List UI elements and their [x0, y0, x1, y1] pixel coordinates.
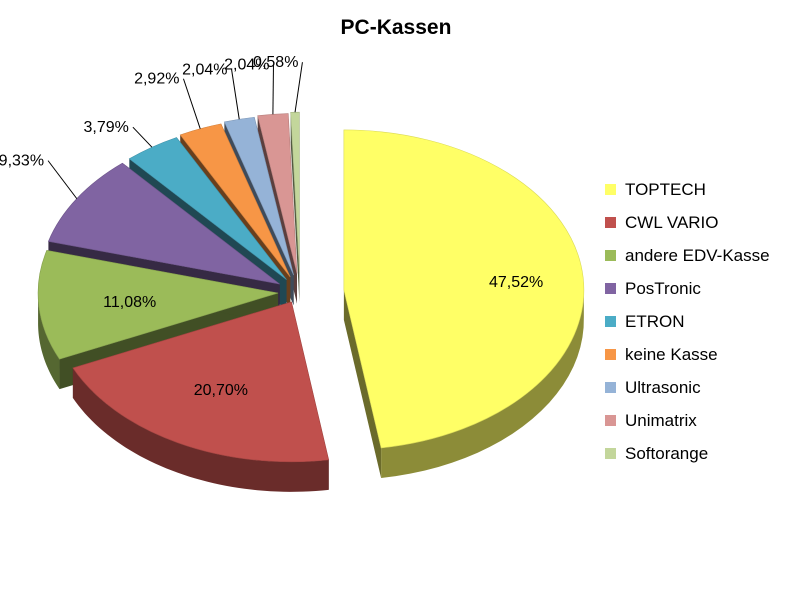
legend-label: TOPTECH [625, 180, 706, 199]
slice-side-wall [290, 112, 300, 303]
data-label: 2,92% [134, 71, 179, 88]
pie-slice [290, 111, 300, 303]
leader-line [132, 126, 153, 148]
chart-title: PC-Kassen [341, 16, 452, 39]
legend-item: ETRON [605, 312, 685, 331]
legend-label: keine Kasse [625, 345, 718, 364]
data-label: 2,04% [182, 61, 227, 78]
leader-line [231, 69, 240, 120]
legend-swatch [605, 250, 616, 261]
data-label: 11,08% [103, 294, 156, 311]
legend: TOPTECH CWL VARIO andere EDV-Kasse PosTroni… [605, 180, 770, 463]
data-label: 47,52% [489, 274, 543, 291]
legend-item: Softorange [605, 444, 708, 463]
legend-label: Unimatrix [625, 411, 697, 430]
legend-item: TOPTECH [605, 180, 706, 199]
leader-line [294, 62, 303, 113]
legend-item: Unimatrix [605, 411, 697, 430]
slice-top [72, 301, 330, 463]
legend-swatch [605, 316, 616, 327]
pie-slice [72, 301, 330, 492]
legend-label: Softorange [625, 444, 708, 463]
slice-top [223, 116, 294, 276]
legend-label: Ultrasonic [625, 378, 701, 397]
legend-item: keine Kasse [605, 345, 718, 364]
slice-top [47, 162, 280, 285]
legend-swatch [605, 415, 616, 426]
slice-top [179, 123, 291, 278]
data-label: 3,79% [84, 119, 129, 136]
leader-line [272, 64, 274, 115]
data-label: 0,58% [253, 54, 298, 71]
leader-line [182, 78, 201, 129]
legend-swatch [605, 382, 616, 393]
legend-label: CWL VARIO [625, 213, 719, 232]
slice-side-wall [343, 289, 382, 478]
leader-line [47, 160, 78, 199]
slice-top [37, 250, 279, 360]
legend-item: CWL VARIO [605, 213, 719, 232]
legend-label: ETRON [625, 312, 685, 331]
slice-top [290, 111, 300, 273]
data-label: 9,33% [0, 153, 44, 170]
legend-swatch [605, 283, 616, 294]
slice-top [128, 137, 287, 280]
legend-item: andere EDV-Kasse [605, 246, 770, 265]
pie-slice [343, 129, 585, 478]
slice-rim [381, 287, 584, 478]
legend-swatch [605, 184, 616, 195]
legend-swatch [605, 217, 616, 228]
legend-swatch [605, 448, 616, 459]
data-label: 20,70% [194, 382, 248, 399]
pie-slices [37, 111, 585, 492]
legend-item: Ultrasonic [605, 378, 701, 397]
data-label: 2,04% [224, 56, 269, 73]
data-labels: 47,52%20,70%11,08%9,33%3,79%2,92%2,04%2,… [0, 54, 543, 399]
slice-top [343, 129, 585, 449]
legend-label: andere EDV-Kasse [625, 246, 770, 265]
legend-item: PosTronic [605, 279, 701, 298]
leader-lines [47, 62, 303, 199]
legend-label: PosTronic [625, 279, 701, 298]
legend-swatch [605, 349, 616, 360]
